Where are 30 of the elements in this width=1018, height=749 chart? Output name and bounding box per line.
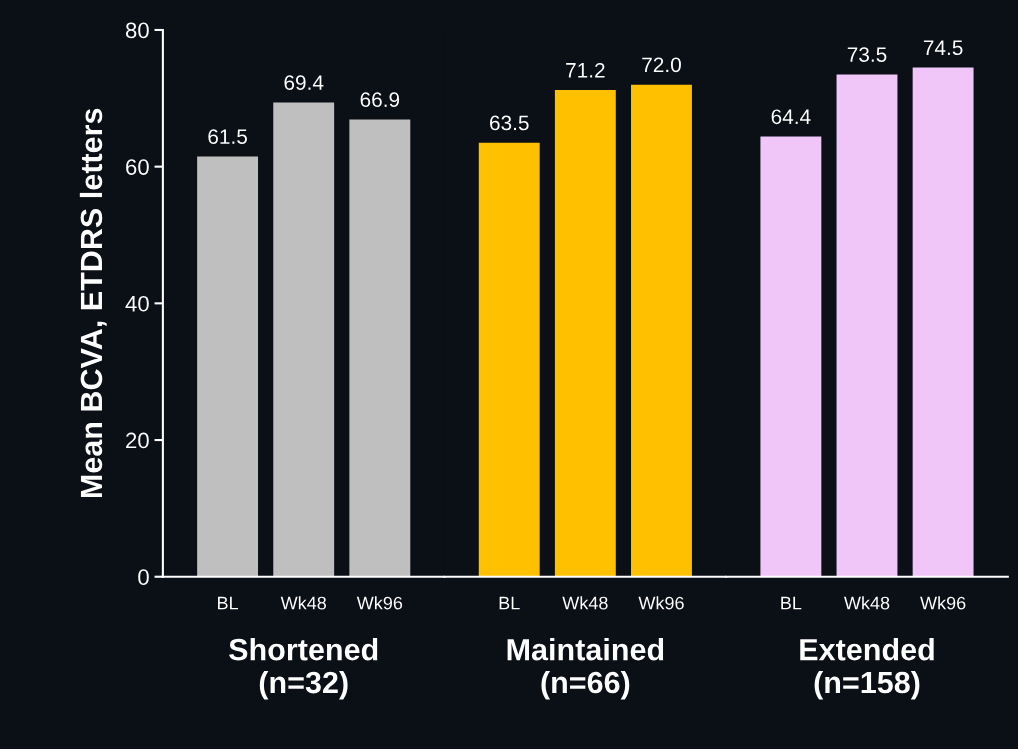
bar bbox=[273, 102, 335, 577]
x-tick-label: Wk96 bbox=[356, 596, 403, 610]
bar bbox=[197, 156, 259, 577]
y-tick-label: 60 bbox=[126, 159, 149, 175]
data-label: 61.5 bbox=[208, 129, 247, 144]
y-tick-label: 20 bbox=[126, 432, 149, 449]
x-tick-label: Wk48 bbox=[562, 596, 608, 610]
x-tick-label: Wk48 bbox=[844, 596, 890, 610]
x-axis-title: Shortened (n=32) bbox=[229, 638, 378, 700]
x-tick-label: Wk96 bbox=[638, 596, 684, 610]
data-label: 73.5 bbox=[847, 47, 887, 62]
x-tick-label: BL bbox=[499, 596, 520, 610]
x-tick-label: BL bbox=[781, 596, 802, 610]
y-tick-label: 0 bbox=[138, 569, 149, 585]
y-tick-label: 40 bbox=[125, 295, 149, 312]
data-label: 72.0 bbox=[642, 57, 681, 73]
x-axis-title: Maintained (n=66) bbox=[507, 638, 664, 700]
data-label: 71.2 bbox=[566, 62, 605, 78]
data-label: 63.5 bbox=[490, 115, 529, 131]
data-label: 74.5 bbox=[923, 40, 963, 56]
x-axis-title: Extended (n=158) bbox=[800, 638, 934, 700]
data-label: 66.9 bbox=[360, 92, 400, 108]
y-axis-title: Mean BCVA, ETDRS letters bbox=[79, 108, 107, 498]
y-tick-label: 80 bbox=[125, 22, 149, 39]
x-tick-label: BL bbox=[218, 596, 239, 610]
data-label: 64.4 bbox=[771, 109, 811, 125]
bar bbox=[349, 119, 411, 577]
data-label: 69.4 bbox=[284, 75, 324, 90]
x-tick-label: Wk48 bbox=[280, 596, 326, 610]
x-tick-label: Wk96 bbox=[920, 596, 966, 610]
